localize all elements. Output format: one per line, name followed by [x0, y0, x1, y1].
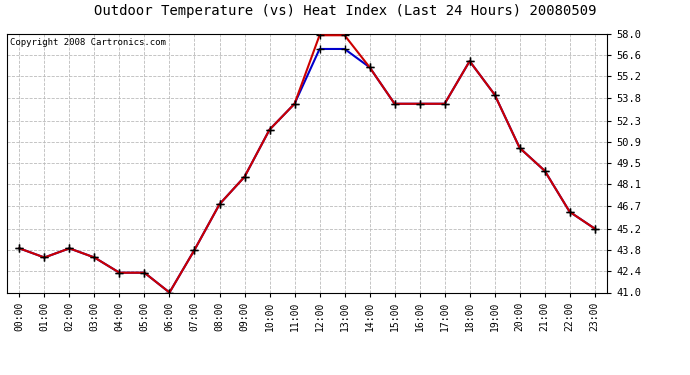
- Text: Copyright 2008 Cartronics.com: Copyright 2008 Cartronics.com: [10, 38, 166, 46]
- Text: Outdoor Temperature (vs) Heat Index (Last 24 Hours) 20080509: Outdoor Temperature (vs) Heat Index (Las…: [94, 4, 596, 18]
